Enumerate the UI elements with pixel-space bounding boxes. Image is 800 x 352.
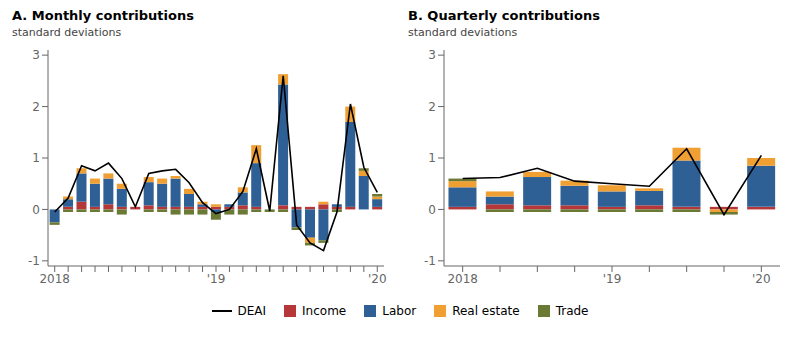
svg-text:-1: -1 bbox=[28, 254, 40, 268]
html-text:standard deviations: standard deviations bbox=[408, 26, 518, 39]
svg-text:2018: 2018 bbox=[447, 272, 478, 286]
svg-text:'20: '20 bbox=[752, 272, 771, 286]
svg-text:3: 3 bbox=[428, 48, 436, 62]
svg-text:0: 0 bbox=[428, 203, 436, 217]
svg-text:1: 1 bbox=[428, 151, 436, 165]
html-text:Income: Income bbox=[302, 304, 347, 318]
svg-text:2: 2 bbox=[428, 100, 436, 114]
html-text:DEAI: DEAI bbox=[237, 304, 267, 318]
svg-text:2018: 2018 bbox=[39, 272, 70, 286]
svg-text:'19: '19 bbox=[603, 272, 622, 286]
svg-text:0: 0 bbox=[32, 203, 40, 217]
html-text:Real estate: Real estate bbox=[452, 304, 520, 318]
html-text:standard deviations: standard deviations bbox=[12, 26, 122, 39]
svg-text:1: 1 bbox=[32, 151, 40, 165]
svg-text:-1: -1 bbox=[424, 254, 436, 268]
html-text:Labor: Labor bbox=[382, 304, 417, 318]
svg-text:'20: '20 bbox=[368, 272, 387, 286]
html-text:B. Quarterly contributions: B. Quarterly contributions bbox=[408, 8, 600, 23]
html-text:Trade: Trade bbox=[555, 304, 589, 318]
svg-text:2: 2 bbox=[32, 100, 40, 114]
svg-text:3: 3 bbox=[32, 48, 40, 62]
svg-text:'19: '19 bbox=[207, 272, 226, 286]
html-text:A. Monthly contributions: A. Monthly contributions bbox=[12, 8, 194, 23]
